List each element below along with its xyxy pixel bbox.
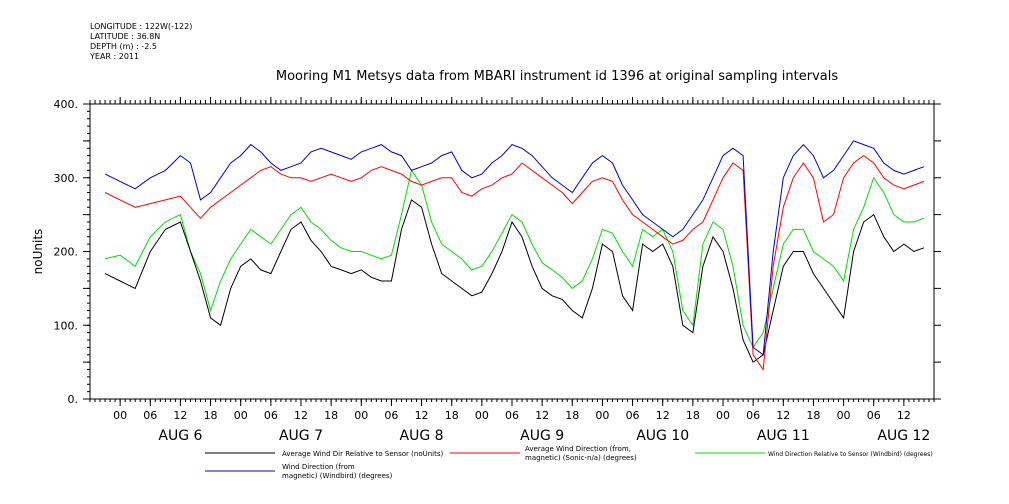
x-tick-label: 06 xyxy=(505,409,519,422)
y-tick-label: 0. xyxy=(68,393,79,406)
longitude-label: LONGITUDE : 122W(-122) xyxy=(90,22,193,31)
plot-frame xyxy=(89,103,935,400)
x-tick-label: 06 xyxy=(626,409,640,422)
x-tick-label: 06 xyxy=(384,409,398,422)
x-tick-label: 12 xyxy=(656,409,670,422)
y-tick-label: 300. xyxy=(54,172,79,185)
series-line-3 xyxy=(104,140,925,356)
x-tick-label: 00 xyxy=(354,409,368,422)
year-label: YEAR : 2011 xyxy=(90,52,140,61)
x-tick-label: 06 xyxy=(746,409,760,422)
x-tick-label: 12 xyxy=(294,409,308,422)
legend-label-2: Wind Direction Relative to Sensor (Windb… xyxy=(768,451,933,458)
x-tick-label: 12 xyxy=(776,409,790,422)
series-line-0 xyxy=(104,199,925,363)
x-tick-label: 18 xyxy=(204,409,218,422)
x-day-label: AUG 11 xyxy=(757,428,810,444)
x-tick-label: 06 xyxy=(867,409,881,422)
x-tick-label: 06 xyxy=(264,409,278,422)
legend-label-3: magnetic) (Windbird) (degrees) xyxy=(282,472,393,480)
x-tick-label: 00 xyxy=(234,409,248,422)
y-tick-label: 100. xyxy=(54,319,79,332)
x-day-label: AUG 6 xyxy=(158,428,202,444)
depth-label: DEPTH (m) : -2.5 xyxy=(90,42,157,51)
x-tick-label: 18 xyxy=(565,409,579,422)
x-tick-label: 00 xyxy=(113,409,127,422)
x-tick-label: 12 xyxy=(897,409,911,422)
x-tick-label: 12 xyxy=(173,409,187,422)
x-tick-label: 00 xyxy=(595,409,609,422)
x-tick-label: 12 xyxy=(415,409,429,422)
x-tick-label: 18 xyxy=(686,409,700,422)
x-day-label: AUG 8 xyxy=(400,428,444,444)
x-tick-label: 12 xyxy=(535,409,549,422)
chart-title: Mooring M1 Metsys data from MBARI instru… xyxy=(276,69,838,84)
x-day-label: AUG 7 xyxy=(279,428,323,444)
y-axis-label: noUnits xyxy=(31,229,45,275)
y-tick-label: 400. xyxy=(54,98,79,111)
x-tick-label: 18 xyxy=(806,409,820,422)
legend-label-3: Wind Direction (from xyxy=(282,463,355,471)
y-tick-label: 200. xyxy=(54,246,79,259)
legend-label-1: magnetic) (Sonic-n/a) (degrees) xyxy=(525,454,637,462)
legend-label-0: Average Wind Dir Relative to Sensor (noU… xyxy=(282,450,443,458)
x-day-label: AUG 9 xyxy=(520,428,564,444)
x-day-label: AUG 12 xyxy=(877,428,930,444)
x-tick-label: 00 xyxy=(475,409,489,422)
series-line-1 xyxy=(104,154,925,371)
x-tick-label: 06 xyxy=(143,409,157,422)
x-tick-label: 18 xyxy=(445,409,459,422)
x-tick-label: 00 xyxy=(716,409,730,422)
latitude-label: LATITUDE : 36.8N xyxy=(90,32,161,41)
metadata-block: LONGITUDE : 122W(-122) LATITUDE : 36.8N … xyxy=(90,22,192,62)
legend-label-1: Average Wind Direction (from, xyxy=(525,445,631,453)
x-tick-label: 18 xyxy=(324,409,338,422)
x-day-label: AUG 10 xyxy=(636,428,689,444)
series-line-2 xyxy=(104,169,925,349)
x-tick-label: 00 xyxy=(837,409,851,422)
